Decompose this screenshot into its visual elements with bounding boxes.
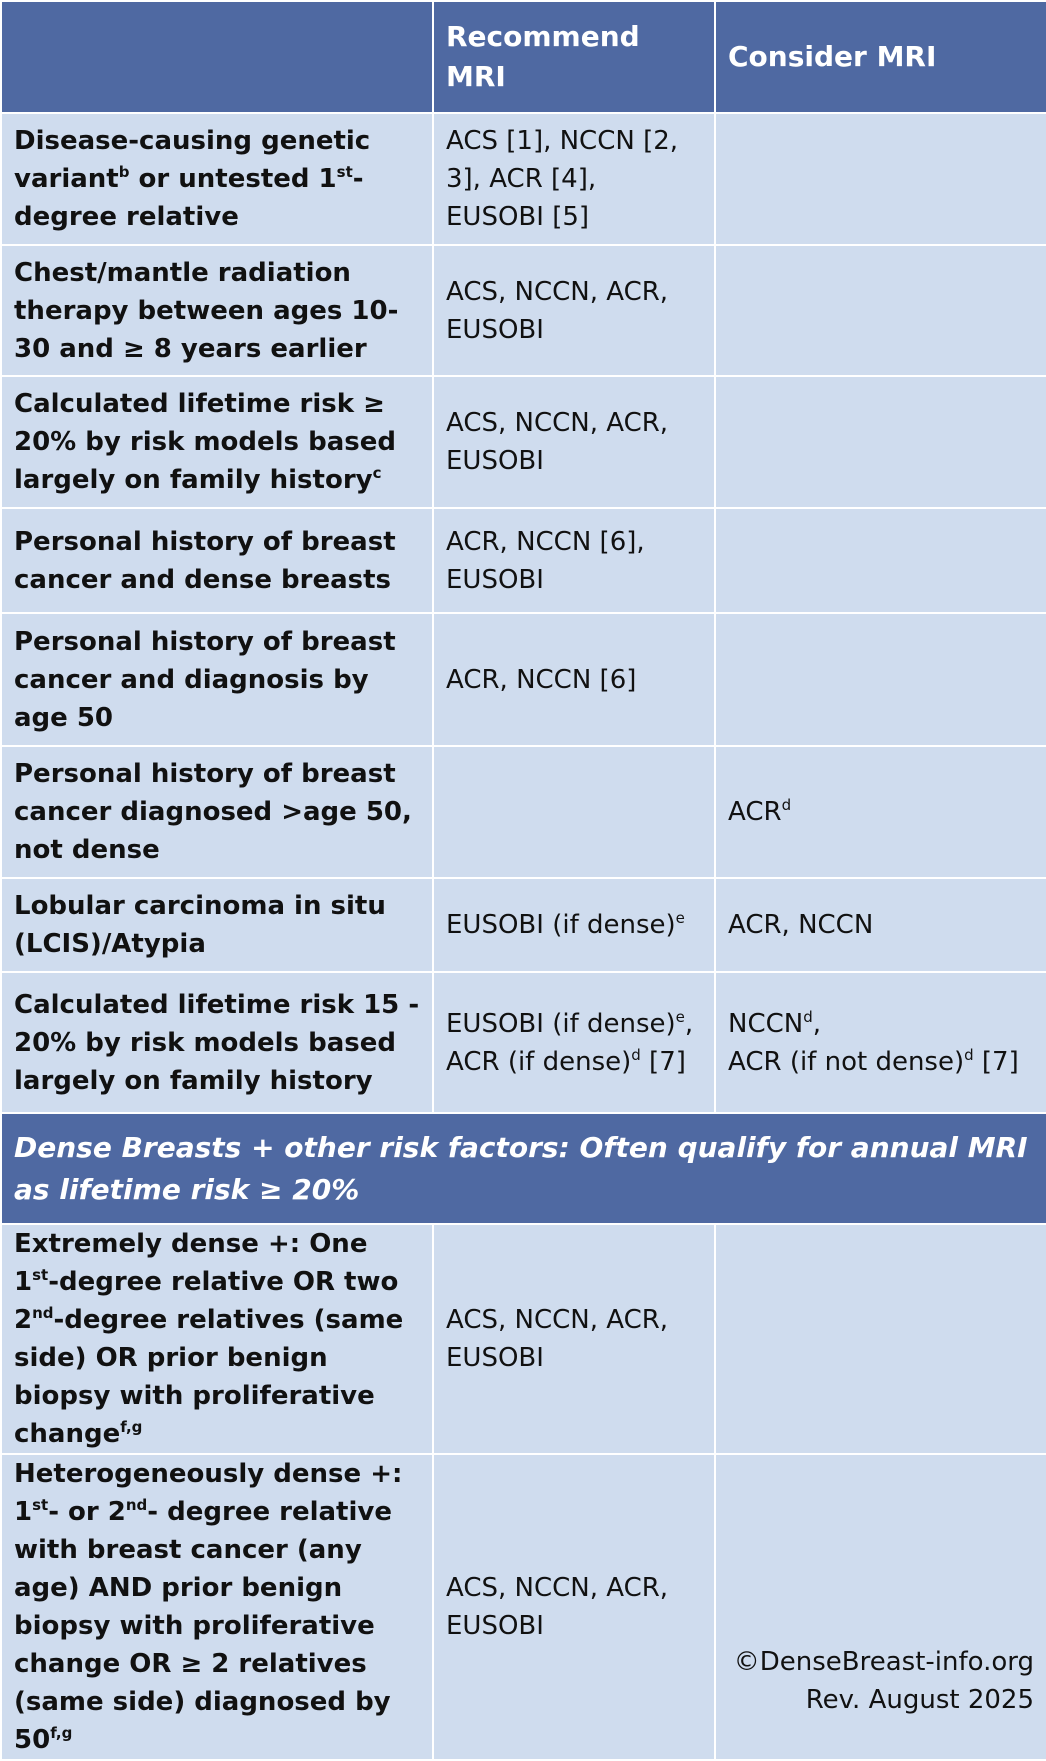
text-run: -degree relative OR two 2 <box>14 1267 399 1335</box>
text-run: Disease-causing genetic variant <box>14 126 371 194</box>
recommend-cell: ACS, NCCN, ACR, EUSOBI <box>432 1223 716 1455</box>
superscript: st <box>32 1496 49 1514</box>
superscript: d <box>964 1045 974 1064</box>
consider-cell <box>714 244 1046 377</box>
text-run: EUSOBI (if dense) <box>446 910 676 940</box>
recommend-cell: ACR, NCCN [6] <box>432 612 716 747</box>
superscript: f,g <box>120 1418 143 1436</box>
recommend-cell: EUSOBI (if dense)e <box>432 877 716 973</box>
criterion-cell: Calculated lifetime risk 15 - 20% by ris… <box>0 971 434 1114</box>
section-header: Dense Breasts + other risk factors: Ofte… <box>0 1112 1046 1225</box>
table-row: Dense Breasts + other risk factors: Ofte… <box>0 1112 1046 1225</box>
superscript: nd <box>125 1496 148 1514</box>
criterion-cell: Chest/mantle radiation therapy between a… <box>0 244 434 377</box>
recommend-cell: ACS [1], NCCN [2, 3], ACR [4], EUSOBI [5… <box>432 112 716 246</box>
consider-cell <box>714 1223 1046 1455</box>
text-run: ACS, NCCN, ACR, EUSOBI <box>446 276 669 345</box>
superscript: st <box>32 1266 49 1284</box>
table-row: Chest/mantle radiation therapy between a… <box>0 244 1046 377</box>
text-run: Personal history of breast cancer and di… <box>14 626 396 733</box>
criterion-cell: Personal history of breast cancer and de… <box>0 507 434 614</box>
text-run: ACR, NCCN [6], EUSOBI <box>446 526 645 595</box>
consider-cell: ACR, NCCN <box>714 877 1046 973</box>
text-run: ACR <box>728 797 782 827</box>
consider-cell <box>714 612 1046 747</box>
criterion-cell: Lobular carcinoma in situ (LCIS)/Atypia <box>0 877 434 973</box>
header-cell: Consider MRI <box>714 0 1046 114</box>
superscript: c <box>372 464 382 482</box>
text-run: , ACR (if dense) <box>446 1008 694 1077</box>
criterion-cell: Disease-causing genetic variantb or unte… <box>0 112 434 246</box>
superscript: e <box>675 1007 685 1026</box>
superscript: d <box>631 1045 641 1064</box>
recommend-cell: EUSOBI (if dense)e, ACR (if dense)d [7] <box>432 971 716 1114</box>
consider-cell: ©DenseBreast-info.org Rev. August 2025 <box>714 1453 1046 1761</box>
superscript: st <box>336 163 353 181</box>
text-run: [7] <box>973 1046 1019 1077</box>
footer-text: Rev. August 2025 <box>805 1685 1034 1715</box>
text-run: Personal history of breast cancer diagno… <box>14 759 412 865</box>
criterion-cell: Calculated lifetime risk ≥ 20% by risk m… <box>0 375 434 509</box>
table-row: Extremely dense +: One 1st-degree relati… <box>0 1223 1046 1455</box>
text-run: , ACR (if not dense) <box>728 1008 965 1077</box>
consider-cell <box>714 375 1046 509</box>
superscript: f,g <box>50 1724 73 1742</box>
text-run: Personal history of breast cancer and de… <box>14 526 396 595</box>
table-row: Lobular carcinoma in situ (LCIS)/Atypia E… <box>0 877 1046 973</box>
superscript: nd <box>32 1304 54 1322</box>
text-run: - degree relative with breast cancer (an… <box>14 1497 392 1755</box>
criterion-cell: Heterogeneously dense +: 1st- or 2nd- de… <box>0 1453 434 1761</box>
criterion-cell: Extremely dense +: One 1st-degree relati… <box>0 1223 434 1455</box>
recommend-cell <box>432 745 716 879</box>
superscript: e <box>675 909 685 927</box>
consider-cell: ACRd <box>714 745 1046 879</box>
text-run: - or 2 <box>48 1497 126 1527</box>
consider-cell <box>714 507 1046 614</box>
text-run: ACS, NCCN, ACR, EUSOBI <box>446 408 669 476</box>
text-run: ACS, NCCN, ACR, EUSOBI <box>446 1305 669 1373</box>
text-run: EUSOBI (if dense) <box>446 1008 676 1039</box>
text-run: ACR, NCCN [6] <box>446 664 637 695</box>
text-run: NCCN <box>728 1008 804 1039</box>
superscript: b <box>118 163 130 181</box>
table-row: Personal history of breast cancer diagno… <box>0 745 1046 879</box>
text-run: Calculated lifetime risk 15 - 20% by ris… <box>14 989 420 1096</box>
superscript: d <box>781 796 792 814</box>
text-run: [7] <box>640 1046 686 1077</box>
footer-text: ©DenseBreast-info.org <box>733 1647 1034 1677</box>
recommend-cell: ACS, NCCN, ACR, EUSOBI <box>432 244 716 377</box>
text-run: -degree relatives (same side) OR prior b… <box>14 1305 404 1449</box>
recommend-cell: ACS, NCCN, ACR, EUSOBI <box>432 1453 716 1761</box>
text-run: Chest/mantle radiation therapy between a… <box>14 257 399 364</box>
text-run: Lobular carcinoma in situ (LCIS)/Atypia <box>14 891 386 959</box>
recommend-cell: ACR, NCCN [6], EUSOBI <box>432 507 716 614</box>
criterion-cell: Personal history of breast cancer and di… <box>0 612 434 747</box>
header-cell <box>0 0 434 114</box>
text-run: Extremely dense +: One 1 <box>14 1229 368 1297</box>
table-row: Disease-causing genetic variantb or unte… <box>0 112 1046 246</box>
header-row: Recommend MRI Consider MRI <box>0 0 1046 114</box>
text-run: Calculated lifetime risk ≥ 20% by risk m… <box>14 389 396 495</box>
table-row: Heterogeneously dense +: 1st- or 2nd- de… <box>0 1453 1046 1761</box>
table-row: Calculated lifetime risk 15 - 20% by ris… <box>0 971 1046 1114</box>
text-run: ACS, NCCN, ACR, EUSOBI <box>446 1573 669 1641</box>
text-run: ACR, NCCN <box>728 910 874 940</box>
table-row: Calculated lifetime risk ≥ 20% by risk m… <box>0 375 1046 509</box>
text-run: ACS [1], NCCN [2, 3], ACR [4], EUSOBI [5… <box>446 126 679 232</box>
header-cell: Recommend MRI <box>432 0 716 114</box>
table-row: Personal history of breast cancer and de… <box>0 507 1046 614</box>
superscript: d <box>803 1007 813 1026</box>
criterion-cell: Personal history of breast cancer diagno… <box>0 745 434 879</box>
text-run: or untested 1 <box>129 164 337 194</box>
recommend-cell: ACS, NCCN, ACR, EUSOBI <box>432 375 716 509</box>
consider-cell: NCCNd, ACR (if not dense)d [7] <box>714 971 1046 1114</box>
table-body: Disease-causing genetic variantb or unte… <box>0 112 1046 1761</box>
text-run: -degree relative <box>14 164 364 232</box>
table-row: Personal history of breast cancer and di… <box>0 612 1046 747</box>
text-run: Heterogeneously dense +: 1 <box>14 1459 403 1527</box>
consider-cell <box>714 112 1046 246</box>
